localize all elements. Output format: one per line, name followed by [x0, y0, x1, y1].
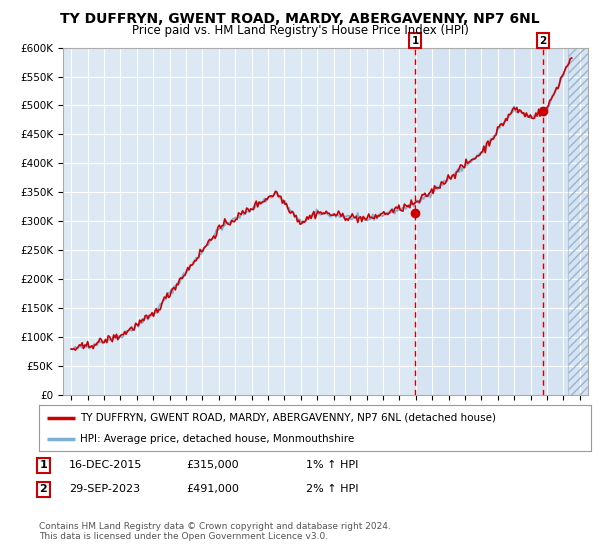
Text: Price paid vs. HM Land Registry's House Price Index (HPI): Price paid vs. HM Land Registry's House …	[131, 24, 469, 37]
Text: 2: 2	[40, 484, 47, 494]
Text: 1% ↑ HPI: 1% ↑ HPI	[306, 460, 358, 470]
Text: 1: 1	[40, 460, 47, 470]
Text: TY DUFFRYN, GWENT ROAD, MARDY, ABERGAVENNY, NP7 6NL: TY DUFFRYN, GWENT ROAD, MARDY, ABERGAVEN…	[60, 12, 540, 26]
Text: 2% ↑ HPI: 2% ↑ HPI	[306, 484, 359, 494]
Text: Contains HM Land Registry data © Crown copyright and database right 2024.
This d: Contains HM Land Registry data © Crown c…	[39, 522, 391, 542]
Text: 1: 1	[412, 36, 419, 46]
Text: £491,000: £491,000	[186, 484, 239, 494]
Text: 16-DEC-2015: 16-DEC-2015	[69, 460, 142, 470]
Text: TY DUFFRYN, GWENT ROAD, MARDY, ABERGAVENNY, NP7 6NL (detached house): TY DUFFRYN, GWENT ROAD, MARDY, ABERGAVEN…	[80, 413, 496, 423]
Text: HPI: Average price, detached house, Monmouthshire: HPI: Average price, detached house, Monm…	[80, 435, 355, 444]
Text: 2: 2	[539, 36, 547, 46]
Text: 29-SEP-2023: 29-SEP-2023	[69, 484, 140, 494]
Text: £315,000: £315,000	[186, 460, 239, 470]
Bar	[415, 48, 596, 395]
